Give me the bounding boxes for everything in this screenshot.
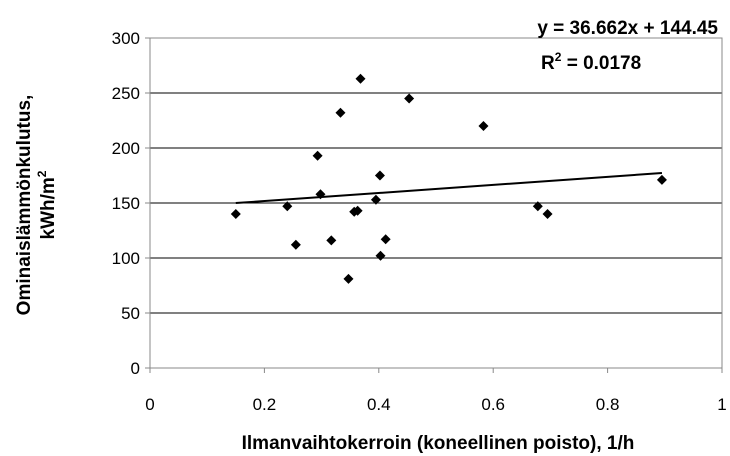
data-point bbox=[282, 201, 293, 212]
x-axis-title: Ilmanvaihtokerroin (koneellinen poisto),… bbox=[242, 433, 635, 454]
data-point bbox=[656, 174, 667, 185]
gridlines bbox=[145, 37, 723, 373]
r-squared-value: = 0.0178 bbox=[561, 53, 641, 74]
y-tick-label: 250 bbox=[112, 84, 140, 103]
r-squared-letter: R bbox=[541, 53, 555, 74]
trendline bbox=[235, 172, 663, 205]
trendline-equation: y = 36.662x + 144.45 bbox=[537, 18, 718, 39]
x-tick-label: 0.4 bbox=[367, 395, 391, 414]
r-squared-superscript: 2 bbox=[555, 50, 562, 64]
x-tick-label: 0.2 bbox=[253, 395, 277, 414]
plot-area-frame bbox=[149, 37, 723, 369]
y-tick-label: 50 bbox=[121, 304, 140, 323]
y-tick-label: 150 bbox=[112, 194, 140, 213]
data-point bbox=[542, 209, 553, 219]
y-tick-label: 300 bbox=[112, 29, 140, 48]
y-axis-unit: kWh/m bbox=[38, 177, 59, 239]
y-axis-title-line2: kWh/m2 bbox=[35, 170, 59, 239]
r-squared-label: R2 = 0.0178 bbox=[541, 50, 641, 74]
data-point bbox=[230, 209, 241, 219]
y-tick-label: 100 bbox=[112, 249, 140, 268]
x-tick-label: 0.6 bbox=[481, 395, 505, 414]
data-point bbox=[315, 189, 326, 200]
data-point bbox=[352, 205, 363, 216]
data-point bbox=[355, 73, 366, 84]
data-point bbox=[335, 107, 346, 118]
data-point bbox=[532, 201, 543, 212]
data-point bbox=[326, 235, 337, 246]
data-point bbox=[290, 239, 301, 250]
data-point bbox=[312, 150, 323, 161]
y-tick-label: 0 bbox=[131, 359, 140, 378]
data-point bbox=[370, 194, 381, 205]
y-tick-labels: 0 50 100 150 200 250 300 bbox=[112, 29, 140, 378]
data-point bbox=[374, 170, 385, 181]
data-point bbox=[343, 273, 354, 284]
x-tick-labels: 0 0.2 0.4 0.6 0.8 1 bbox=[145, 395, 726, 414]
data-point bbox=[380, 234, 391, 245]
y-axis-title: Ominaislämmönkulutus, kWh/m2 bbox=[14, 95, 59, 316]
data-point bbox=[404, 93, 415, 104]
data-point bbox=[375, 250, 386, 261]
x-tick-label: 0 bbox=[145, 395, 154, 414]
data-points bbox=[230, 73, 667, 284]
y-tick-label: 200 bbox=[112, 139, 140, 158]
y-axis-unit-superscript: 2 bbox=[35, 170, 49, 177]
y-axis-title-line1: Ominaislämmönkulutus, bbox=[14, 95, 35, 316]
x-tick-label: 0.8 bbox=[596, 395, 620, 414]
x-tick-label: 1 bbox=[717, 395, 726, 414]
data-point bbox=[478, 121, 489, 131]
